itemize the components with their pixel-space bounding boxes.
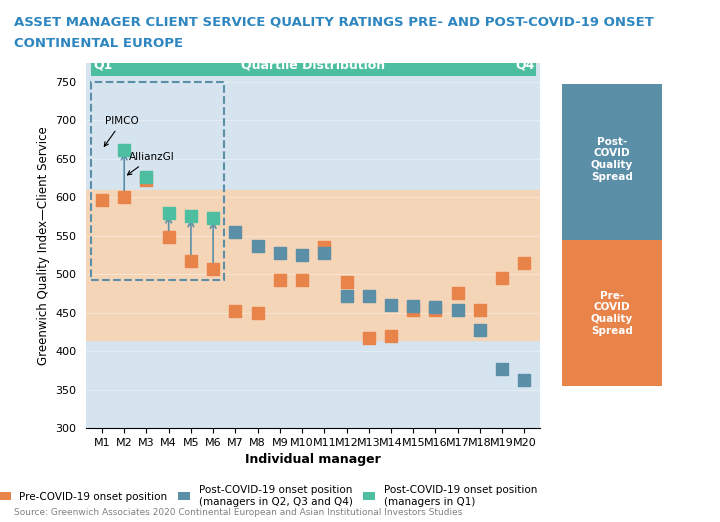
X-axis label: Individual manager: Individual manager (246, 453, 381, 466)
Point (385, 301, 397, 309)
Text: PIMCO: PIMCO (104, 116, 139, 146)
Point (497, 274, 508, 282)
Point (430, 306, 441, 315)
Point (474, 325, 486, 334)
Point (252, 309, 264, 317)
Point (297, 251, 308, 259)
Legend: Pre-COVID-19 onset position, Post-COVID-19 onset position
(managers in Q2, Q3 an: Pre-COVID-19 onset position, Post-COVID-… (0, 481, 541, 511)
Text: Source: Greenwich Associates 2020 Continental European and Asian Institutional I: Source: Greenwich Associates 2020 Contin… (14, 508, 463, 517)
Text: Post-
COVID
Quality
Spread: Post- COVID Quality Spread (591, 137, 633, 182)
Point (452, 306, 464, 315)
Text: Quartile Distribution: Quartile Distribution (241, 58, 385, 72)
Point (318, 243, 330, 252)
Point (474, 306, 486, 315)
Point (385, 331, 397, 340)
FancyBboxPatch shape (91, 54, 536, 76)
Text: Q1: Q1 (93, 58, 112, 72)
Point (274, 276, 286, 284)
Point (163, 233, 174, 242)
Text: Pre-
COVID
Quality
Spread: Pre- COVID Quality Spread (591, 291, 633, 336)
Point (207, 265, 219, 273)
Text: Q4: Q4 (515, 58, 534, 72)
Point (318, 249, 330, 257)
Point (363, 334, 374, 342)
Point (118, 146, 130, 154)
Point (185, 257, 197, 265)
Point (408, 306, 419, 315)
Point (140, 173, 152, 182)
Point (140, 176, 152, 184)
Point (252, 242, 264, 250)
Point (518, 259, 530, 268)
Point (185, 212, 197, 221)
Point (497, 365, 508, 373)
Point (118, 193, 130, 201)
Text: ASSET MANAGER CLIENT SERVICE QUALITY RATINGS PRE- AND POST-COVID-19 ONSET: ASSET MANAGER CLIENT SERVICE QUALITY RAT… (14, 16, 654, 29)
Point (230, 228, 241, 236)
Y-axis label: Greenwich Quality Index—Client Service: Greenwich Quality Index—Client Service (37, 126, 50, 365)
Point (163, 208, 174, 217)
Text: CONTINENTAL EUROPE: CONTINENTAL EUROPE (14, 37, 184, 50)
Point (96, 195, 108, 204)
Point (297, 276, 308, 284)
Point (363, 292, 374, 300)
Text: AllianzGI: AllianzGI (127, 152, 174, 175)
Point (430, 303, 441, 312)
Point (341, 278, 352, 286)
Point (230, 307, 241, 315)
Point (341, 292, 352, 300)
Point (518, 375, 530, 384)
Bar (86, 189, 540, 340)
Point (408, 302, 419, 311)
Point (452, 289, 464, 298)
Point (274, 249, 286, 257)
Point (207, 214, 219, 222)
